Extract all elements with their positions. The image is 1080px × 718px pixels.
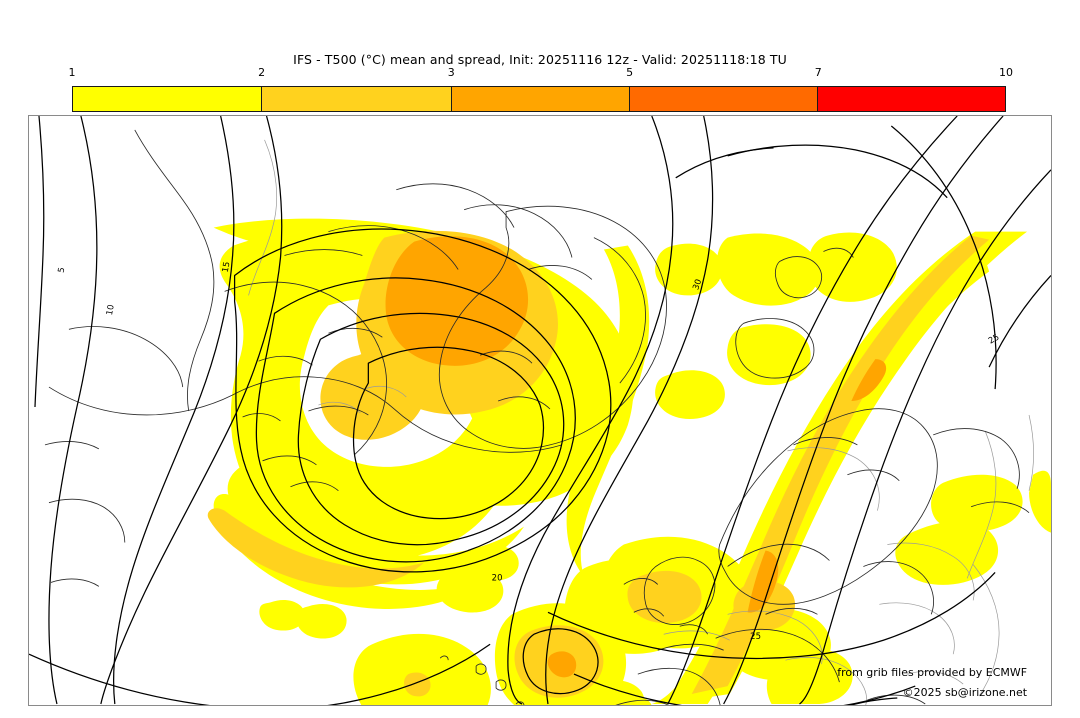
colorbar-segment-2-3 — [262, 87, 452, 111]
colorbar-tick-1: 1 — [68, 66, 76, 79]
colorbar-tick-3: 3 — [447, 66, 455, 79]
colorbar-tick-7: 7 — [814, 66, 822, 79]
colorbar-gradient — [72, 86, 1006, 112]
coastlines — [44, 129, 1030, 705]
map-canvas: 5 10 15 10 20 25 30 25 15 20 from grib f… — [29, 116, 1051, 705]
svg-text:10: 10 — [104, 304, 116, 316]
credit-copyright: ©2025 sb@irizone.net — [903, 686, 1028, 699]
colorbar-segment-7-10 — [818, 87, 1006, 111]
country-borders — [248, 139, 1034, 705]
colorbar-segment-3-5 — [451, 87, 631, 111]
credit-source: from grib files provided by ECMWF — [837, 666, 1027, 679]
svg-text:30: 30 — [690, 278, 703, 292]
svg-text:25: 25 — [750, 631, 761, 641]
page-title: IFS - T500 (°C) mean and spread, Init: 2… — [293, 52, 787, 67]
colorbar-segment-1-2 — [73, 87, 263, 111]
colorbar-tick-2: 2 — [258, 66, 266, 79]
colorbar: 1 2 3 5 7 10 — [69, 66, 1013, 112]
contour-labels: 5 10 15 10 20 25 30 25 15 20 — [56, 261, 1001, 641]
colorbar-tick-10: 10 — [999, 66, 1013, 79]
mean-contours — [29, 116, 1051, 705]
colorbar-tick-labels: 1 2 3 5 7 10 — [68, 66, 1014, 84]
svg-text:5: 5 — [56, 266, 67, 273]
colorbar-tick-5: 5 — [626, 66, 634, 79]
svg-text:25: 25 — [986, 332, 1000, 346]
map-panel: 5 10 15 10 20 25 30 25 15 20 from grib f… — [28, 115, 1052, 706]
colorbar-segment-5-7 — [630, 87, 819, 111]
svg-text:15: 15 — [220, 261, 232, 273]
spread-shading-level-3-5 — [385, 236, 887, 678]
svg-text:20: 20 — [492, 572, 503, 582]
